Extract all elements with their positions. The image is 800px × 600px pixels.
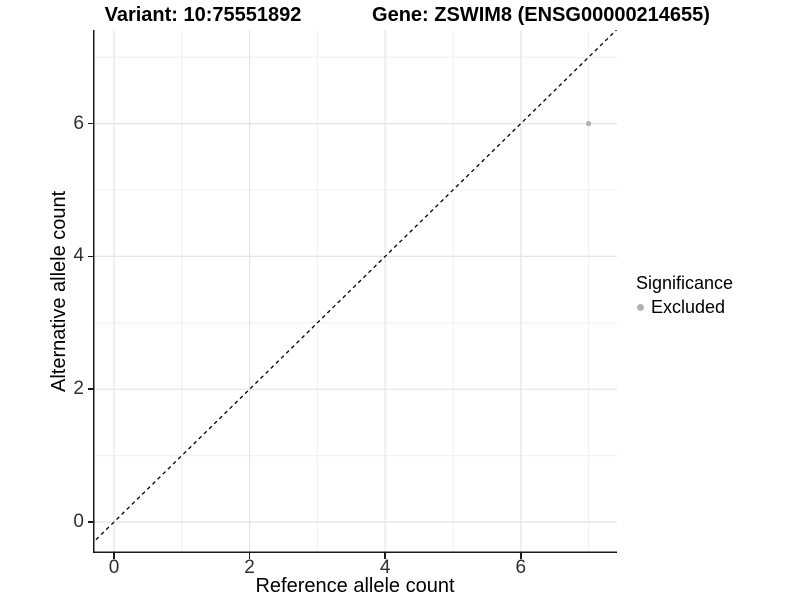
plot-panel <box>93 30 617 553</box>
y-tick-mark <box>87 122 93 125</box>
x-tick-label: 4 <box>379 557 391 578</box>
legend-entry-label: Excluded <box>651 297 726 317</box>
y-tick-mark <box>87 521 93 523</box>
x-tick-label: 0 <box>108 557 120 578</box>
identity-reference-line <box>93 30 617 544</box>
variant-title: Variant: 10:75551892 <box>104 4 302 26</box>
y-tick-mark <box>87 388 93 390</box>
y-tick-label: 2 <box>73 378 84 400</box>
y-axis-title: Alternative allele count <box>48 190 70 393</box>
x-tick-mark <box>520 553 522 559</box>
legend: Significance Excluded <box>633 272 733 318</box>
legend-title: Significance <box>636 273 734 293</box>
legend-entry-excluded: Excluded <box>633 296 733 318</box>
excluded-dot-icon <box>637 303 644 311</box>
x-tick-mark <box>113 553 115 559</box>
y-tick-label: 6 <box>73 112 84 134</box>
y-tick-label: 0 <box>73 511 84 532</box>
y-tick-mark <box>87 255 93 258</box>
y-tick-label: 4 <box>73 245 84 267</box>
x-tick-mark <box>248 553 251 559</box>
x-axis-title: Reference allele count <box>255 575 455 597</box>
legend-point-icon <box>633 300 648 315</box>
plot-panel-canvas <box>93 30 617 553</box>
x-tick-label: 6 <box>515 557 527 578</box>
data-point <box>585 120 592 127</box>
gene-title: Gene: ZSWIM8 (ENSG00000214655) <box>372 4 710 26</box>
x-tick-label: 2 <box>244 557 255 578</box>
x-tick-mark <box>384 553 386 559</box>
